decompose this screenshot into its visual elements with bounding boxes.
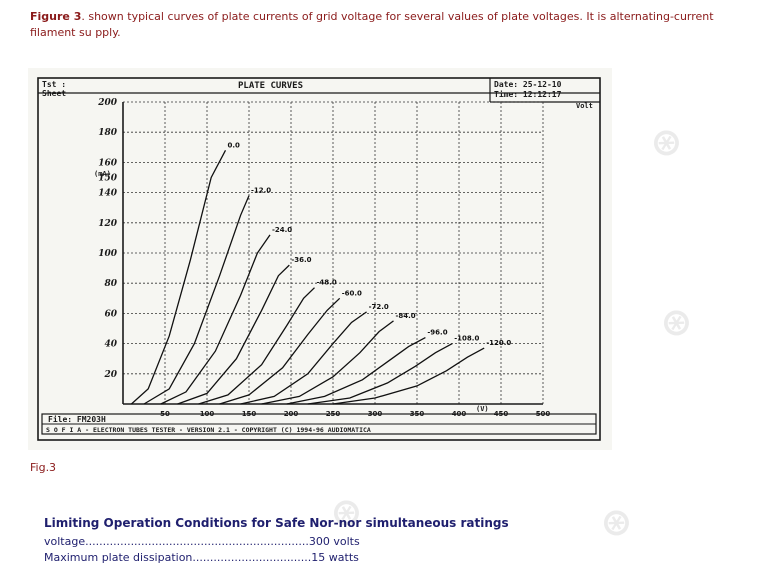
limit-row-voltage: voltage.................................… bbox=[44, 535, 360, 548]
x-tick-label: 150 bbox=[242, 410, 257, 418]
caption-text: . shown typical curves of plate currents… bbox=[30, 10, 714, 39]
plate-curves-figure: Tst : Sheet PLATE CURVES Date: 25-12-10 … bbox=[28, 68, 612, 450]
y-tick-label: 150 bbox=[98, 174, 118, 184]
curve-label: -36.0 bbox=[291, 256, 311, 264]
caption-bold: Figure 3 bbox=[30, 10, 82, 23]
y-tick-label: 140 bbox=[98, 189, 118, 199]
limit-dots: .................................. bbox=[192, 551, 312, 564]
y-tick-label: 120 bbox=[98, 219, 118, 229]
curve-label: -24.0 bbox=[272, 226, 292, 234]
file-label: File: FM203H bbox=[48, 414, 106, 424]
sheet-label: Sheet bbox=[42, 89, 66, 98]
y-tick-label: 180 bbox=[98, 128, 118, 138]
time-label: Time: 12:12:17 bbox=[494, 89, 562, 99]
curve-label: -84.0 bbox=[395, 312, 415, 320]
x-tick-label: 200 bbox=[284, 410, 299, 418]
curve--36.0 bbox=[177, 264, 290, 405]
curve--84.0 bbox=[261, 320, 394, 405]
x-tick-label: 50 bbox=[160, 410, 170, 418]
curve--24.0 bbox=[160, 234, 271, 405]
volt-unit: Volt bbox=[576, 102, 593, 110]
curve--60.0 bbox=[219, 297, 341, 405]
limit-row-dissipation: Maximum plate dissipation...............… bbox=[44, 551, 359, 564]
y-axis-label: (mA) bbox=[94, 170, 111, 178]
plate-curves-svg: Tst : Sheet PLATE CURVES Date: 25-12-10 … bbox=[37, 77, 601, 441]
x-tick-label: 250 bbox=[326, 410, 341, 418]
y-tick-label: 20 bbox=[103, 370, 117, 380]
fig-label: Fig.3 bbox=[30, 461, 57, 474]
y-tick-label: 60 bbox=[104, 309, 117, 319]
limit-dots: ........................................… bbox=[85, 535, 309, 548]
y-tick-label: 200 bbox=[97, 98, 118, 108]
y-tick-label: 160 bbox=[98, 158, 118, 168]
x-tick-label: 400 bbox=[452, 410, 467, 418]
x-tick-label: 300 bbox=[368, 410, 383, 418]
y-tick-label: 40 bbox=[104, 340, 117, 350]
curve-label: -96.0 bbox=[427, 329, 447, 337]
x-axis-unit: (V) bbox=[476, 405, 489, 413]
x-tick-label: 350 bbox=[410, 410, 425, 418]
x-tick-label: 100 bbox=[200, 410, 215, 418]
curve--120.0 bbox=[332, 347, 485, 405]
chart-grid bbox=[123, 101, 544, 404]
date-label: Date: 25-12-10 bbox=[494, 80, 562, 89]
tst-label: Tst : bbox=[42, 80, 66, 89]
figure-caption: Figure 3. shown typical curves of plate … bbox=[30, 9, 750, 41]
curve-0.0 bbox=[130, 149, 227, 405]
curve--48.0 bbox=[198, 287, 315, 405]
limit-value: 300 volts bbox=[308, 535, 360, 548]
limit-label: Maximum plate dissipation bbox=[44, 551, 193, 564]
curve-label: -48.0 bbox=[317, 279, 337, 287]
outer-frame bbox=[37, 77, 601, 441]
watermark: ⊛ bbox=[641, 114, 691, 170]
footer-text: S O F I A - ELECTRON TUBES TESTER - VERS… bbox=[46, 426, 371, 434]
curve--72.0 bbox=[240, 311, 367, 405]
limits-title: Limiting Operation Conditions for Safe N… bbox=[44, 516, 509, 530]
curve-label: -120.0 bbox=[486, 339, 511, 347]
curve-label: -108.0 bbox=[454, 335, 479, 343]
limit-value: 15 watts bbox=[311, 551, 359, 564]
limit-label: voltage bbox=[44, 535, 86, 548]
watermark: ⊛ bbox=[591, 494, 641, 550]
curve--108.0 bbox=[307, 343, 453, 405]
watermark: ⊛ bbox=[651, 294, 701, 350]
figure-title: PLATE CURVES bbox=[238, 81, 303, 91]
curve-label: -60.0 bbox=[342, 289, 362, 297]
y-tick-label: 100 bbox=[98, 249, 118, 259]
curve-label: -72.0 bbox=[369, 303, 389, 311]
curve--96.0 bbox=[286, 337, 426, 405]
x-tick-label: 500 bbox=[536, 410, 551, 418]
curve-label: 0.0 bbox=[227, 141, 240, 149]
x-tick-label: 450 bbox=[494, 410, 509, 418]
y-tick-label: 80 bbox=[104, 279, 117, 289]
curve--12.0 bbox=[143, 195, 250, 405]
curve-label: -12.0 bbox=[251, 187, 271, 195]
watermark: ⊛ bbox=[321, 484, 371, 540]
